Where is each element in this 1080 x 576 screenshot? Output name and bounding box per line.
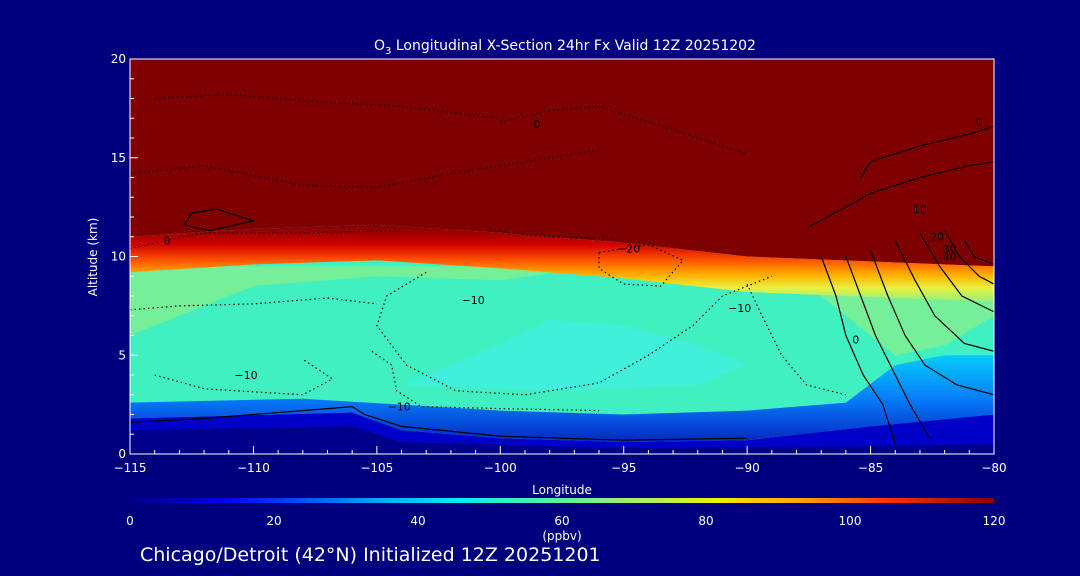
x-axis-label: Longitude: [532, 483, 592, 497]
contour-dotted-5: [598, 243, 684, 287]
contour-label-6: −10: [234, 369, 257, 382]
contour-solid-1: [130, 405, 748, 441]
contour-solid-7: [894, 240, 994, 352]
contour-label-7: −10: [387, 401, 410, 414]
contour-label-2: 0: [976, 116, 983, 129]
y-tick-label: 15: [111, 151, 126, 165]
y-axis-label: Altitude (km): [86, 218, 100, 297]
contour-label-12: 0: [852, 333, 859, 346]
contour-label-8: 10: [913, 203, 927, 216]
colorbar: [130, 498, 994, 503]
surface-bottom-fill: [130, 426, 994, 454]
y-tick-label: 0: [118, 447, 126, 461]
x-tick-label: −100: [484, 461, 517, 475]
contour-label-0: 0: [164, 235, 171, 248]
x-tick-label: −90: [734, 461, 759, 475]
contour-solid-10: [963, 240, 994, 265]
contour-solid-5: [845, 256, 931, 439]
contour-label-5: −10: [728, 302, 751, 315]
contour-solid-2: [860, 125, 994, 178]
title-rest: Longitudinal X-Section 24hr Fx Valid 12Z…: [391, 38, 756, 54]
boundary-layer-patch: [130, 355, 994, 443]
x-tick-label: −95: [611, 461, 636, 475]
colorbar-tick-label: 100: [839, 514, 862, 528]
colorbar-tick-label: 20: [266, 514, 281, 528]
contour-solid-9: [944, 230, 994, 285]
y-tick-label: 20: [111, 52, 126, 66]
colorbar-label: (ppbv): [542, 529, 581, 543]
colorbar-tick-label: 60: [554, 514, 569, 528]
stratosphere-fill: [130, 59, 994, 267]
contour-dotted-2: [154, 93, 501, 119]
x-tick-label: −80: [981, 461, 1006, 475]
contour-dotted-0: [130, 230, 402, 250]
title-prefix: O: [374, 38, 385, 54]
x-tick-label: −85: [858, 461, 883, 475]
contour-solid-0: [183, 208, 256, 232]
x-tick-label: −115: [114, 461, 147, 475]
y-tick-label: 5: [118, 348, 126, 362]
contour-dotted-9: [746, 283, 847, 396]
x-tick-label: −110: [237, 461, 270, 475]
contour-dotted-6: [376, 271, 773, 396]
y-tick-label: 10: [111, 250, 126, 264]
contour-dotted-10: [490, 230, 614, 240]
colorbar-ticks: 0 20 40 60 80 100 120: [126, 514, 1005, 528]
contour-label-1: 0: [534, 118, 541, 131]
colorbar-tick-label: 0: [126, 514, 134, 528]
contour-solid-3: [808, 161, 994, 228]
colorbar-tick-label: 120: [983, 514, 1006, 528]
contour-dotted-4: [500, 105, 748, 155]
chart-title: O3 Longitudinal X-Section 24hr Fx Valid …: [374, 38, 756, 57]
tropopause-gradient-band: [130, 224, 994, 302]
colorbar-tick-label: 40: [410, 514, 425, 528]
x-axis: −115 −110 −105 −100 −95 −90 −85 −80: [114, 446, 1007, 475]
mid-troposphere-patch: [401, 319, 748, 391]
contour-label-9: 20: [930, 231, 944, 244]
contour-label-10: 30: [943, 243, 957, 256]
contour-label-4: −10: [461, 294, 484, 307]
contour-solid-4: [820, 256, 896, 445]
contour-solid-6: [870, 250, 994, 396]
y-axis: 0 5 10 15 20: [111, 52, 138, 461]
contour-label-3: −20: [617, 243, 640, 256]
title-subscript: 3: [385, 46, 391, 57]
ozone-field: [130, 59, 994, 454]
contour-label-11: 40: [943, 250, 957, 263]
contour-solid-8: [919, 232, 994, 313]
x-tick-label: −105: [360, 461, 393, 475]
colorbar-tick-label: 80: [698, 514, 713, 528]
caption: Chicago/Detroit (42°N) Initialized 12Z 2…: [140, 544, 601, 566]
